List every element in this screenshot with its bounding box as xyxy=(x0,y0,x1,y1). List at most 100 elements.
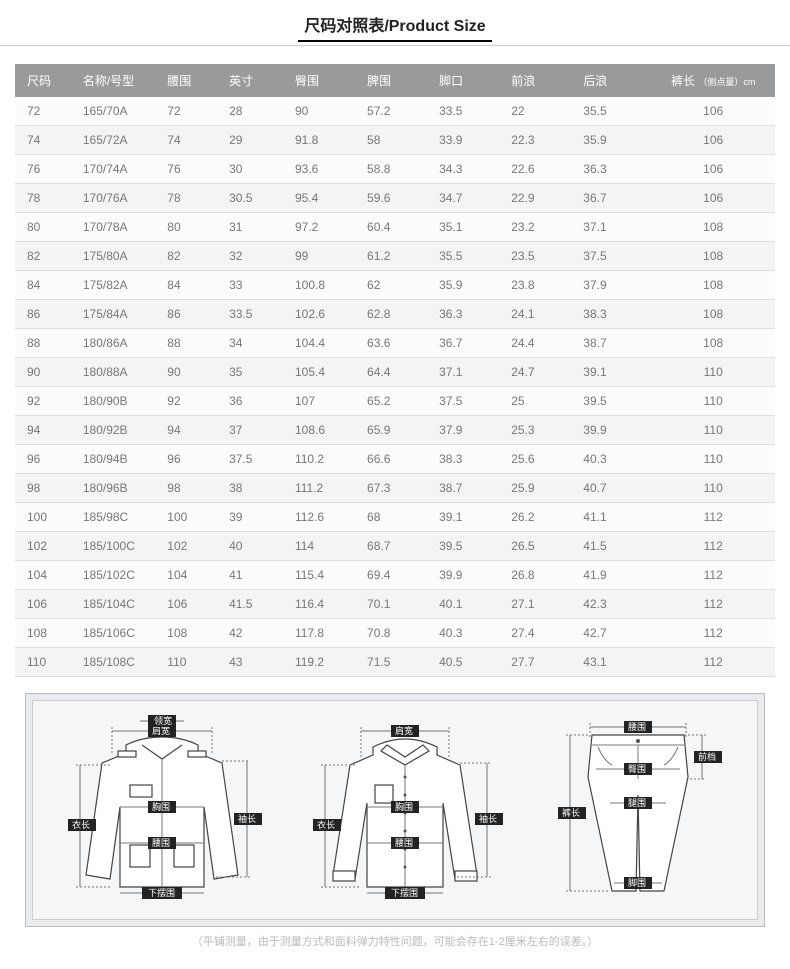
table-cell: 37.9 xyxy=(435,416,507,445)
table-cell: 36.7 xyxy=(579,184,651,213)
table-cell: 108 xyxy=(651,271,775,300)
table-cell: 27.7 xyxy=(507,648,579,677)
table-cell: 175/82A xyxy=(79,271,163,300)
table-cell: 82 xyxy=(15,242,79,271)
table-cell: 185/106C xyxy=(79,619,163,648)
jacket-diagram: 肩宽 领宽 胸围 腰围 下摆围 衣长 袖长 xyxy=(52,715,272,905)
table-cell: 99 xyxy=(291,242,363,271)
table-cell: 36.3 xyxy=(435,300,507,329)
table-cell: 76 xyxy=(15,155,79,184)
table-row: 106185/104C10641.5116.470.140.127.142.31… xyxy=(15,590,775,619)
size-table: 尺码名称/号型腰围英寸臀围脾围脚口前浪后浪裤长 （侧点量）cm 72165/70… xyxy=(15,64,775,677)
table-cell: 185/98C xyxy=(79,503,163,532)
table-cell: 175/80A xyxy=(79,242,163,271)
table-cell: 62.8 xyxy=(363,300,435,329)
table-cell: 36.7 xyxy=(435,329,507,358)
jacket-waist-label: 腰围 xyxy=(152,838,170,848)
col-header: 腰围 xyxy=(163,64,225,97)
table-cell: 112 xyxy=(651,503,775,532)
table-cell: 76 xyxy=(163,155,225,184)
table-cell: 106 xyxy=(651,155,775,184)
table-cell: 41.1 xyxy=(579,503,651,532)
table-cell: 110 xyxy=(163,648,225,677)
pants-diagram: 腰围 前档 臀围 腿围 裤长 脚围 xyxy=(538,715,738,905)
jacket-hem-label: 下摆围 xyxy=(148,887,175,898)
shirt-sleeve-label: 袖长 xyxy=(479,813,497,824)
measurement-diagram-panel: 肩宽 领宽 胸围 腰围 下摆围 衣长 袖长 xyxy=(25,693,765,927)
table-cell: 23.2 xyxy=(507,213,579,242)
table-cell: 185/108C xyxy=(79,648,163,677)
table-cell: 112 xyxy=(651,648,775,677)
table-cell: 92 xyxy=(15,387,79,416)
table-cell: 116.4 xyxy=(291,590,363,619)
table-cell: 30 xyxy=(225,155,291,184)
table-cell: 42.7 xyxy=(579,619,651,648)
footnote: （平铺测量，由于测量方式和面料弹力特性问题，可能会存在1-2厘米左右的误差。） xyxy=(0,933,790,949)
table-row: 100185/98C10039112.66839.126.241.1112 xyxy=(15,503,775,532)
table-cell: 180/94B xyxy=(79,445,163,474)
table-cell: 110 xyxy=(15,648,79,677)
shirt-diagram: 肩宽 胸围 腰围 下摆围 衣长 袖长 xyxy=(295,715,515,905)
table-cell: 37 xyxy=(225,416,291,445)
table-cell: 94 xyxy=(15,416,79,445)
table-cell: 112 xyxy=(651,561,775,590)
table-cell: 42 xyxy=(225,619,291,648)
table-cell: 170/74A xyxy=(79,155,163,184)
table-cell: 68 xyxy=(363,503,435,532)
pants-hip-label: 臀围 xyxy=(628,764,646,774)
table-cell: 114 xyxy=(291,532,363,561)
table-cell: 58.8 xyxy=(363,155,435,184)
diagram-inner: 肩宽 领宽 胸围 腰围 下摆围 衣长 袖长 xyxy=(32,700,758,920)
table-cell: 105.4 xyxy=(291,358,363,387)
table-row: 88180/86A8834104.463.636.724.438.7108 xyxy=(15,329,775,358)
table-row: 78170/76A7830.595.459.634.722.936.7106 xyxy=(15,184,775,213)
table-row: 108185/106C10842117.870.840.327.442.7112 xyxy=(15,619,775,648)
table-cell: 90 xyxy=(15,358,79,387)
jacket-collar-label: 领宽 xyxy=(154,715,172,726)
table-cell: 26.8 xyxy=(507,561,579,590)
table-cell: 38 xyxy=(225,474,291,503)
table-cell: 88 xyxy=(163,329,225,358)
table-cell: 40 xyxy=(225,532,291,561)
table-cell: 108.6 xyxy=(291,416,363,445)
table-row: 84175/82A8433100.86235.923.837.9108 xyxy=(15,271,775,300)
table-cell: 22.9 xyxy=(507,184,579,213)
shirt-shoulder-label: 肩宽 xyxy=(395,725,413,736)
table-cell: 69.4 xyxy=(363,561,435,590)
col-header: 裤长 （侧点量）cm xyxy=(651,64,775,97)
table-cell: 43 xyxy=(225,648,291,677)
table-cell: 35.5 xyxy=(435,242,507,271)
table-row: 96180/94B9637.5110.266.638.325.640.3110 xyxy=(15,445,775,474)
table-cell: 38.7 xyxy=(579,329,651,358)
table-row: 104185/102C10441115.469.439.926.841.9112 xyxy=(15,561,775,590)
table-cell: 91.8 xyxy=(291,126,363,155)
table-cell: 25.3 xyxy=(507,416,579,445)
table-row: 94180/92B9437108.665.937.925.339.9110 xyxy=(15,416,775,445)
table-cell: 38.7 xyxy=(435,474,507,503)
table-cell: 23.5 xyxy=(507,242,579,271)
table-cell: 112 xyxy=(651,532,775,561)
table-header: 尺码名称/号型腰围英寸臀围脾围脚口前浪后浪裤长 （侧点量）cm xyxy=(15,64,775,97)
col-header: 英寸 xyxy=(225,64,291,97)
table-cell: 66.6 xyxy=(363,445,435,474)
table-cell: 106 xyxy=(15,590,79,619)
table-cell: 33.5 xyxy=(225,300,291,329)
jacket-sleeve-label: 袖长 xyxy=(238,813,256,824)
table-cell: 108 xyxy=(15,619,79,648)
table-cell: 108 xyxy=(651,300,775,329)
table-cell: 39.5 xyxy=(435,532,507,561)
table-cell: 170/78A xyxy=(79,213,163,242)
table-cell: 34.3 xyxy=(435,155,507,184)
table-cell: 65.9 xyxy=(363,416,435,445)
table-cell: 180/88A xyxy=(79,358,163,387)
table-cell: 64.4 xyxy=(363,358,435,387)
table-cell: 106 xyxy=(651,126,775,155)
table-cell: 25.6 xyxy=(507,445,579,474)
table-cell: 39.5 xyxy=(579,387,651,416)
table-cell: 38.3 xyxy=(435,445,507,474)
table-row: 80170/78A803197.260.435.123.237.1108 xyxy=(15,213,775,242)
table-row: 74165/72A742991.85833.922.335.9106 xyxy=(15,126,775,155)
table-cell: 106 xyxy=(651,97,775,126)
table-cell: 165/72A xyxy=(79,126,163,155)
table-cell: 62 xyxy=(363,271,435,300)
